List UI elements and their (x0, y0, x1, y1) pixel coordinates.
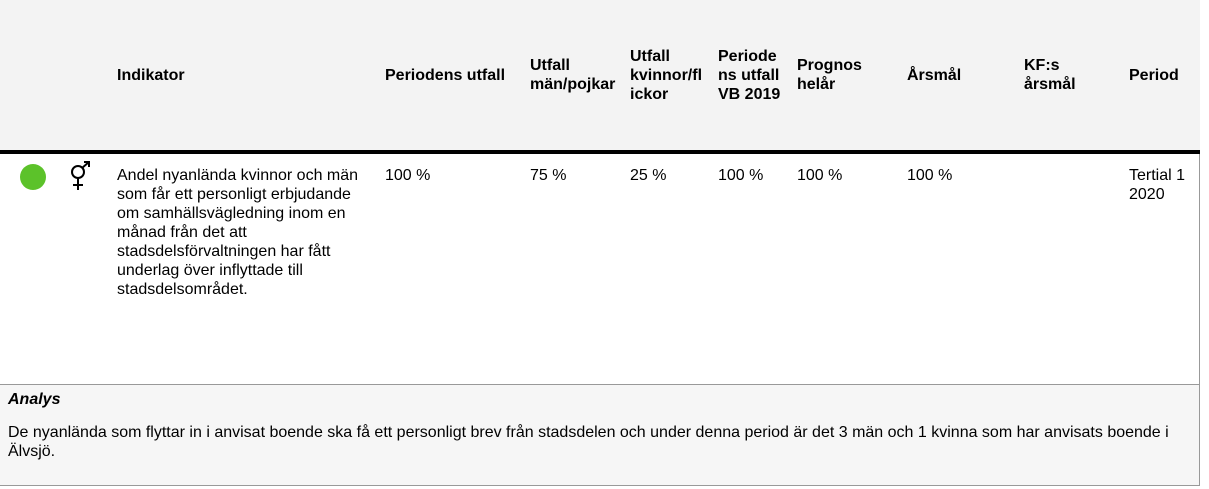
header-cell: Utfall kvinnor/flickor (623, 0, 711, 154)
cell: 100 % (900, 152, 1017, 385)
data-row: Andel nyanlända kvinnor och män som får … (0, 152, 1200, 385)
status-cell (0, 152, 55, 385)
analysis-title: Analys (8, 391, 61, 408)
cell: 100 % (711, 152, 790, 385)
gender-cell (55, 152, 110, 385)
status-dot (20, 164, 46, 190)
cell: 75 % (523, 152, 623, 385)
cell: 25 % (623, 152, 711, 385)
cell: 100 % (378, 152, 523, 385)
indicator-table: Indikator Periodens utfall Utfall män/po… (0, 0, 1200, 385)
status-header (0, 0, 55, 154)
analysis-section: Analys De nyanlända som flyttar in i anv… (0, 385, 1199, 485)
header-cell: Indikator (110, 0, 378, 154)
gender-icon (71, 161, 90, 190)
header-row: Indikator Periodens utfall Utfall män/po… (0, 0, 1200, 154)
header-cell: KF:s årsmål (1017, 0, 1122, 154)
header-cell: Period (1122, 0, 1200, 154)
header-cell: Utfall män/pojkar (523, 0, 623, 154)
header-cell: Periodens utfall VB 2019 (711, 0, 790, 154)
cell: Tertial 1 2020 (1122, 152, 1200, 385)
indicator-text: Andel nyanlända kvinnor och män som får … (110, 152, 378, 385)
analysis-text: De nyanlända som flyttar in i anvisat bo… (8, 424, 1169, 460)
gender-header (55, 0, 110, 154)
header-cell: Periodens utfall (378, 0, 523, 154)
header-cell: Prognos helår (790, 0, 900, 154)
cell: 100 % (790, 152, 900, 385)
cell (1017, 152, 1122, 385)
header-cell: Årsmål (900, 0, 1017, 154)
